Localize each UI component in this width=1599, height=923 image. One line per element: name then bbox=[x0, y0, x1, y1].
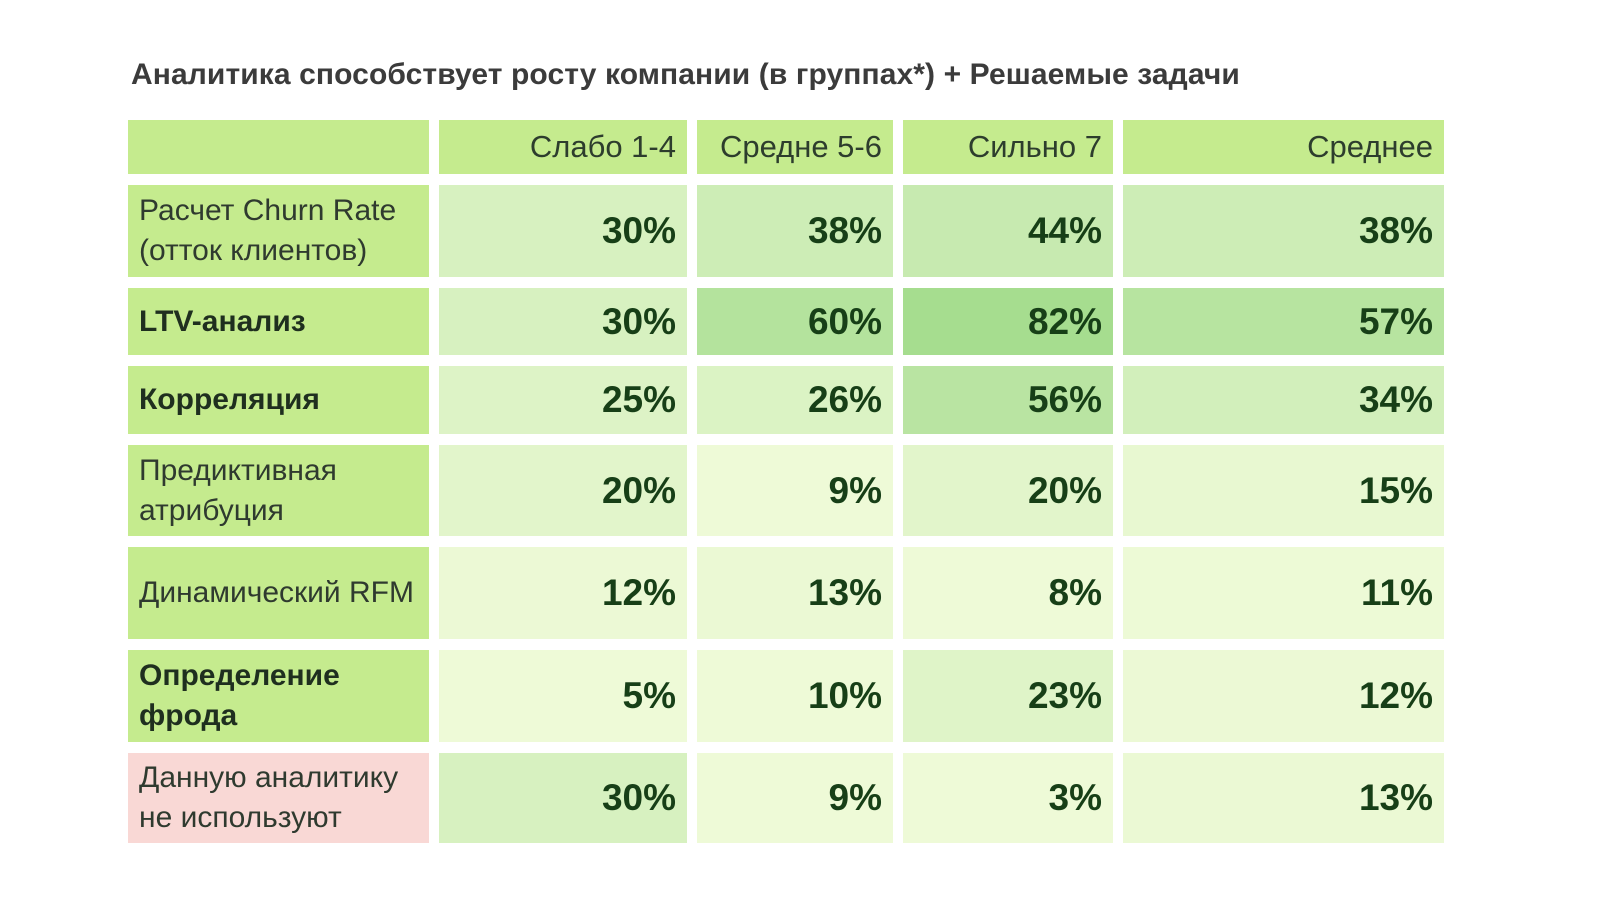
row-label: Предиктивная атрибуция bbox=[128, 445, 429, 536]
value-cell: 26% bbox=[697, 366, 893, 434]
value-cell: 9% bbox=[697, 445, 893, 536]
value-cell: 12% bbox=[1123, 650, 1444, 742]
value-cell: 25% bbox=[439, 366, 687, 434]
column-header: Средне 5-6 bbox=[697, 120, 893, 174]
row-label: Корреляция bbox=[128, 366, 429, 434]
column-header: Сильно 7 bbox=[903, 120, 1113, 174]
column-header: Слабо 1-4 bbox=[439, 120, 687, 174]
row-label: LTV-анализ bbox=[128, 288, 429, 355]
value-cell: 34% bbox=[1123, 366, 1444, 434]
row-label: Данную аналитику не используют bbox=[128, 753, 429, 843]
value-cell: 30% bbox=[439, 288, 687, 355]
value-cell: 10% bbox=[697, 650, 893, 742]
row-label: Расчет Churn Rate (отток клиентов) bbox=[128, 185, 429, 277]
value-cell: 38% bbox=[697, 185, 893, 277]
value-cell: 5% bbox=[439, 650, 687, 742]
value-cell: 11% bbox=[1123, 547, 1444, 639]
value-cell: 20% bbox=[903, 445, 1113, 536]
value-cell: 13% bbox=[697, 547, 893, 639]
value-cell: 12% bbox=[439, 547, 687, 639]
header-corner bbox=[128, 120, 429, 174]
results-table: Слабо 1-4 Средне 5-6 Сильно 7 Среднее Расчет… bbox=[128, 120, 1444, 843]
value-cell: 30% bbox=[439, 753, 687, 843]
value-cell: 30% bbox=[439, 185, 687, 277]
row-label: Динамический RFM bbox=[128, 547, 429, 639]
value-cell: 23% bbox=[903, 650, 1113, 742]
value-cell: 8% bbox=[903, 547, 1113, 639]
value-cell: 9% bbox=[697, 753, 893, 843]
value-cell: 60% bbox=[697, 288, 893, 355]
row-label: Определение фрода bbox=[128, 650, 429, 742]
value-cell: 15% bbox=[1123, 445, 1444, 536]
column-header: Среднее bbox=[1123, 120, 1444, 174]
value-cell: 38% bbox=[1123, 185, 1444, 277]
value-cell: 13% bbox=[1123, 753, 1444, 843]
value-cell: 44% bbox=[903, 185, 1113, 277]
value-cell: 82% bbox=[903, 288, 1113, 355]
value-cell: 20% bbox=[439, 445, 687, 536]
value-cell: 57% bbox=[1123, 288, 1444, 355]
value-cell: 56% bbox=[903, 366, 1113, 434]
value-cell: 3% bbox=[903, 753, 1113, 843]
chart-title: Аналитика способствует росту компании (в… bbox=[131, 58, 1240, 91]
